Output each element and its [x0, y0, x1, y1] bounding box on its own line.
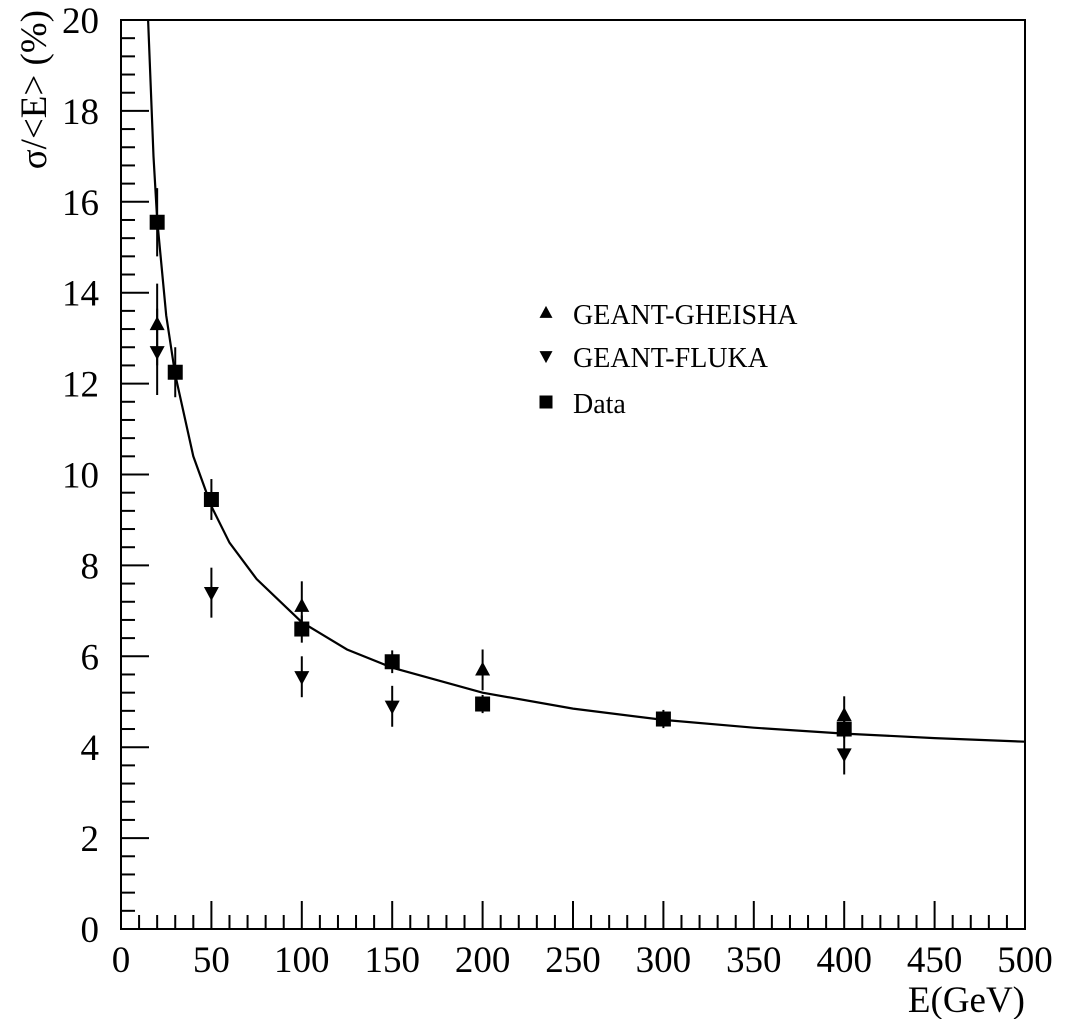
series-data — [149, 188, 852, 739]
y-tick-label: 20 — [62, 1, 99, 42]
data-point — [836, 721, 852, 737]
data-point — [836, 707, 852, 722]
x-tick-label: 50 — [193, 940, 230, 981]
y-tick-label: 2 — [81, 819, 100, 860]
legend-label: GEANT-FLUKA — [573, 343, 769, 374]
x-tick-label: 300 — [636, 940, 692, 981]
x-axis-title: E(GeV) — [908, 980, 1025, 1019]
data-point — [294, 621, 310, 637]
fit-curve-layer — [147, 19, 1026, 743]
x-tick-label: 400 — [816, 940, 872, 981]
legend-marker — [539, 395, 553, 409]
data-point — [149, 214, 165, 230]
legend-label: Data — [573, 389, 626, 420]
y-tick-label: 12 — [62, 365, 99, 406]
x-tick-label: 250 — [545, 940, 601, 981]
fit-curve — [147, 19, 1026, 743]
x-tick-label: 150 — [364, 940, 420, 981]
y-tick-label: 6 — [81, 637, 100, 678]
legend-label: GEANT-GHEISHA — [573, 300, 798, 331]
data-point — [655, 711, 671, 727]
y-tick-label: 4 — [81, 728, 100, 769]
data-point — [294, 671, 310, 686]
data-point — [836, 748, 852, 763]
x-tick-label: 200 — [455, 940, 511, 981]
y-tick-label: 0 — [81, 910, 100, 951]
series-geant-fluka — [149, 308, 852, 775]
data-point — [149, 346, 165, 361]
legend-item: GEANT-FLUKA — [539, 343, 769, 374]
data-point — [203, 587, 219, 601]
data-point — [475, 661, 491, 676]
x-tick-label: 100 — [274, 940, 330, 981]
data-marks — [149, 188, 852, 775]
x-tick-label: 350 — [726, 940, 782, 981]
x-tick-label: 0 — [112, 940, 131, 981]
data-point — [475, 696, 491, 712]
axes: 0 50 100 150 200 250 300 350 400 450 500 0 2 4 6 8 10 12 1… — [62, 1, 1053, 981]
x-tick-label: 450 — [907, 940, 963, 981]
legend-item: Data — [539, 389, 626, 420]
y-axis-title: σ/<E> (%) — [14, 10, 55, 169]
y-tick-label: 8 — [81, 546, 100, 587]
data-point — [384, 700, 400, 715]
legend: GEANT-GHEISHA GEANT-FLUKA Data — [539, 300, 798, 420]
data-point — [294, 598, 310, 612]
y-tick-label: 18 — [62, 92, 99, 133]
x-tick-label: 500 — [997, 940, 1053, 981]
legend-marker — [539, 351, 553, 364]
data-point — [384, 654, 400, 670]
y-tick-label: 14 — [62, 274, 99, 315]
data-point — [167, 364, 183, 380]
plot-frame — [120, 19, 1026, 930]
legend-item: GEANT-GHEISHA — [539, 300, 798, 331]
y-tick-label: 10 — [62, 456, 99, 497]
legend-marker — [539, 305, 553, 318]
y-tick-label: 16 — [62, 183, 99, 224]
data-point — [203, 491, 219, 507]
